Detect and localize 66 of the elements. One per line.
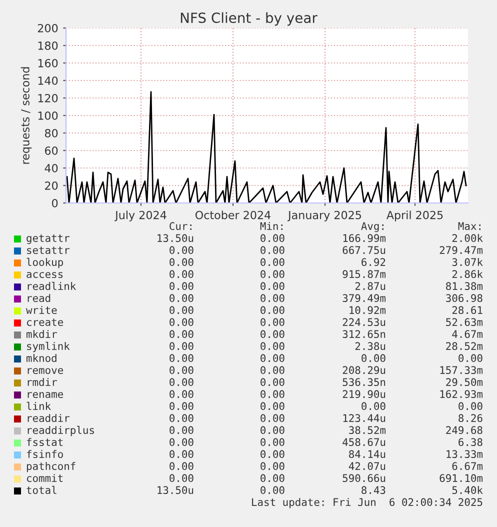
text: 0.00 0.00 219.90u 162.93m (170, 390, 483, 398)
text: 0.00 0.00 2.87u 81.38m (170, 282, 483, 290)
y-tick-label: 0 (52, 198, 58, 208)
chart-title: NFS Client - by year (180, 12, 318, 26)
y-tick-label: 180 (38, 41, 58, 50)
y-tick-label: 200 (38, 24, 58, 32)
text: 13.50u 0.00 166.99m 2.00k (158, 234, 483, 242)
y-tick-label: 60 (45, 146, 58, 155)
text: Max: (458, 222, 480, 230)
legend-label: fsinfo (26, 450, 63, 458)
text: 0.00 0.00 667.75u 279.47m (170, 246, 483, 254)
legend-label: setattr (27, 246, 70, 254)
text: 0.00 0.00 0.00 0.00 (170, 402, 482, 410)
x-tick-label: July 2024 (114, 210, 166, 222)
x-tick-label: October 2024 (195, 210, 271, 220)
legend-label: access (26, 272, 63, 278)
y-axis-title: requests / second (20, 67, 32, 164)
legend-label: getattr (26, 234, 70, 244)
legend-label: readlink (28, 282, 76, 290)
y-tick-label: 80 (44, 128, 58, 138)
legend-label: total (26, 486, 56, 494)
legend-label: write (26, 306, 57, 314)
y-tick-label: 140 (38, 76, 58, 85)
legend-label: link (26, 402, 51, 410)
text: 0.00 0.00 6.92 3.07k (170, 258, 483, 266)
text: 0.00 0.00 123.44u 8.26 (170, 414, 482, 422)
x-tick-label: January 2025 (287, 210, 361, 222)
legend-label: symlink (27, 342, 70, 352)
legend-label: rmdir (28, 378, 57, 386)
legend-label: pathconf (26, 462, 76, 472)
text: Cur: (170, 222, 192, 230)
legend-label: create (26, 318, 64, 326)
text: 0.00 0.00 458.67u 6.38 (170, 438, 482, 446)
legend-label: readdirplus (28, 426, 94, 436)
legend-label: read (28, 294, 50, 302)
text: Avg: (361, 222, 384, 232)
y-tick-label: 120 (38, 94, 58, 102)
legend-label: readdir (28, 414, 70, 422)
y-tick-label: 160 (38, 58, 58, 68)
legend-label: mknod (26, 354, 56, 362)
x-tick-label: April 2025 (386, 210, 443, 222)
text: 0.00 0.00 0.00 0.00 (170, 354, 482, 362)
legend-label: commit (26, 474, 63, 482)
text: 13.50u 0.00 8.43 5.40k (158, 486, 483, 494)
text: 0.00 0.00 536.35n 29.50m (170, 378, 483, 386)
text: 0.00 0.00 38.52m 249.68 (170, 426, 482, 434)
y-tick-label: 20 (45, 181, 58, 190)
text: 0.00 0.00 915.87m 2.86k (170, 270, 483, 278)
text: 0.00 0.00 208.29u 157.33m (170, 366, 483, 374)
text: 0.00 0.00 42.07u 6.67m (170, 462, 483, 470)
text: 0.00 0.00 312.65n 4.67m (170, 330, 483, 338)
legend-label: remove (28, 368, 64, 374)
text: 0.00 0.00 84.14u 13.33m (170, 450, 483, 458)
text: 0.00 0.00 2.38u 28.52m (170, 342, 483, 350)
y-tick-label: 40 (44, 164, 58, 172)
legend-label: lookup (26, 258, 63, 268)
text: 0.00 0.00 224.53u 52.63m (170, 318, 483, 326)
text: 0.00 0.00 379.49m 306.98 (170, 294, 482, 302)
legend-label: rename (28, 392, 64, 398)
legend-label: fsstat (26, 438, 63, 446)
text: Last update: Fri Jun 6 02:00:34 2025 (252, 498, 482, 508)
text: 0.00 0.00 10.92m 28.61 (170, 306, 482, 314)
text: Min: (260, 222, 282, 230)
y-tick-label: 100 (38, 111, 58, 120)
legend-label: mkdir (26, 330, 57, 338)
text: 0.00 0.00 590.66u 691.10m (170, 474, 483, 482)
